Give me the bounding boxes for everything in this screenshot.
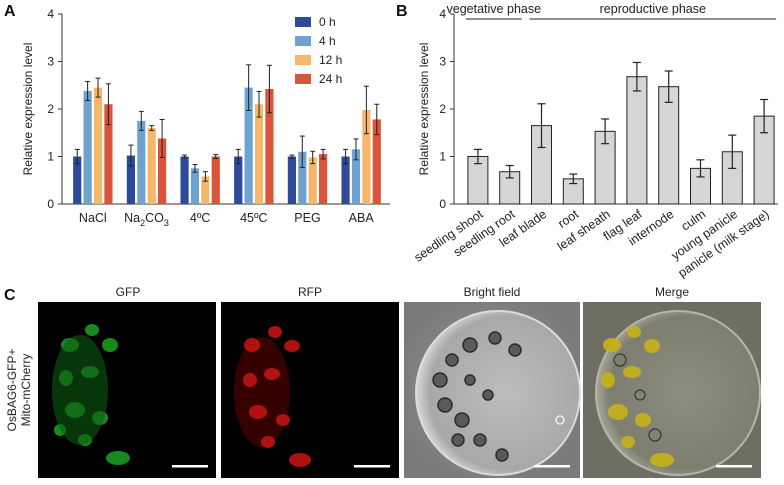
- y-tick-label: 1: [47, 150, 54, 164]
- chart-a: 0 1 2 3 4 Relative expression level NaCl Na2CO3…: [21, 7, 390, 228]
- y-tick-label: 2: [439, 102, 446, 116]
- bar: [351, 149, 361, 204]
- y-tick-label: 4: [439, 7, 446, 21]
- micro-title-rfp: RFP: [298, 285, 322, 299]
- bar: [287, 156, 296, 204]
- bar: [147, 128, 156, 204]
- rfp-image: [221, 302, 399, 478]
- micro-title-gfp: GFP: [116, 285, 141, 299]
- y-tick-label: 1: [439, 150, 446, 164]
- bar: [126, 155, 135, 204]
- bar: [658, 86, 680, 205]
- bar: [211, 156, 220, 204]
- panel-letter-b: B: [396, 3, 408, 20]
- category-label: 45ºC: [240, 211, 268, 225]
- legend-label: 24 h: [319, 72, 342, 86]
- y-axis-title: Relative expression level: [21, 43, 35, 176]
- y-tick-label: 2: [47, 102, 54, 116]
- y-tick-label: 0: [47, 197, 54, 211]
- bar: [73, 156, 82, 204]
- y-tick-label: 3: [439, 55, 446, 69]
- micro-row-label: OsBAG6-GFP+ Mito-mCherry: [5, 348, 33, 431]
- micro-title-merge: Merge: [655, 285, 689, 299]
- bar: [626, 76, 648, 205]
- merge-image: [583, 302, 761, 478]
- legend-swatch: [295, 36, 311, 46]
- category-label: 4ºC: [190, 211, 211, 225]
- bar: [83, 90, 92, 204]
- bar: [180, 156, 189, 204]
- gfp-image: [38, 302, 216, 478]
- legend-label: 12 h: [319, 53, 342, 67]
- category-label: PEG: [294, 211, 320, 225]
- phase-label-reproductive: reproductive phase: [600, 2, 706, 16]
- category-label: Na2CO3: [124, 211, 169, 228]
- microscopy-panel: GFP RFP Bright field Merge OsBAG6-GFP+ M…: [5, 285, 761, 478]
- legend-label: 4 h: [319, 34, 336, 48]
- scale-bar: [716, 465, 752, 468]
- bar: [362, 109, 371, 204]
- legend-swatch: [295, 74, 311, 84]
- bar: [341, 156, 350, 204]
- bar: [234, 156, 243, 204]
- phase-label-vegetative: vegetative phase: [447, 2, 542, 16]
- bar: [265, 89, 274, 204]
- bar: [137, 120, 146, 204]
- svg-text:Mito-mCherry: Mito-mCherry: [19, 354, 33, 427]
- legend-swatch: [295, 17, 311, 27]
- bar: [190, 168, 200, 204]
- bar: [93, 87, 103, 204]
- y-tick-label: 0: [439, 197, 446, 211]
- legend-label: 0 h: [319, 15, 336, 29]
- bar: [372, 119, 381, 204]
- scale-bar: [534, 465, 570, 468]
- category-label: NaCl: [79, 211, 107, 225]
- y-tick-label: 4: [47, 7, 54, 21]
- legend-swatch: [295, 55, 311, 65]
- panel-letter-a: A: [4, 3, 16, 20]
- bar: [319, 154, 328, 204]
- scale-bar: [354, 465, 390, 468]
- bright-field-image: [404, 302, 581, 478]
- bar: [158, 138, 167, 204]
- svg-text:OsBAG6-GFP+: OsBAG6-GFP+: [5, 348, 19, 431]
- scale-bar: [172, 465, 208, 468]
- y-axis-title: Relative expression level: [417, 43, 431, 176]
- bar: [104, 104, 113, 204]
- bar: [201, 176, 210, 204]
- panel-letter-c: C: [4, 287, 16, 304]
- y-tick-label: 3: [47, 55, 54, 69]
- bar: [298, 151, 307, 204]
- bar: [308, 157, 317, 204]
- bar: [254, 104, 264, 204]
- micro-title-bright-field: Bright field: [464, 285, 521, 299]
- category-label: ABA: [349, 211, 375, 225]
- bar: [244, 87, 253, 204]
